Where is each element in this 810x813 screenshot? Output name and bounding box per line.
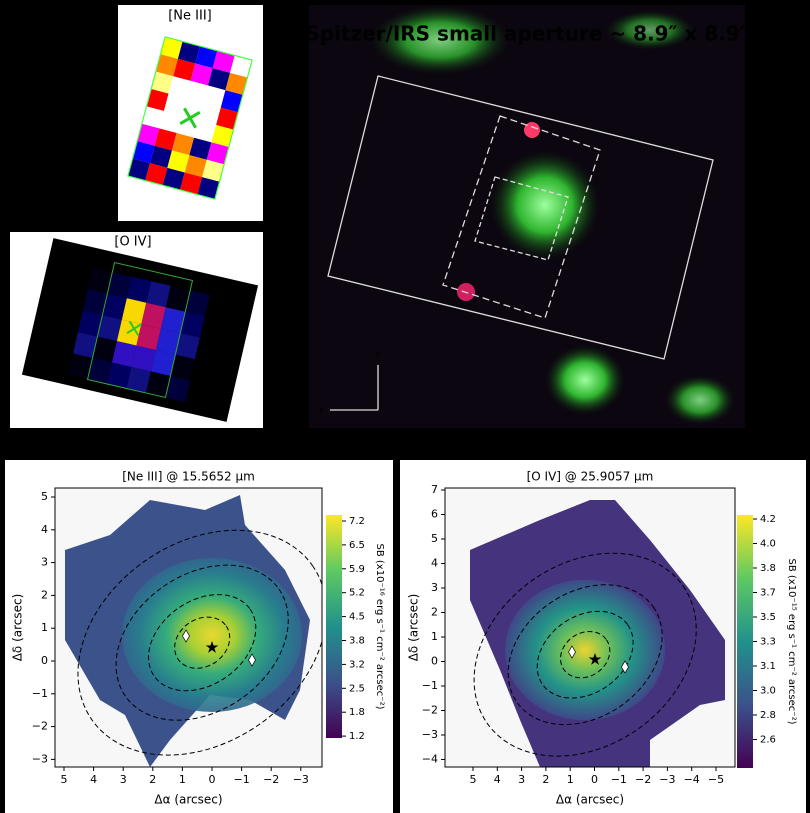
y-tick-label: −1 [32, 687, 48, 700]
colorbar-tick-label: 3.5 [760, 612, 776, 623]
figure: [Ne III] [O IV] N E Spitzer/IRS small ap… [0, 0, 810, 813]
x-tick-label: 5 [61, 773, 68, 786]
y-axis-label: Δδ (arcsec) [11, 594, 25, 662]
y-tick-label: 0 [431, 655, 438, 668]
map: ★ [435, 488, 736, 798]
panel: ★ [O IV] @ 25.9057 µm 5 4 3 2 1 0 −1 −2 −3 −4 −5 7 6 5 4… [407, 470, 798, 807]
colorbar-tick-label: 2.6 [760, 735, 776, 746]
x-axis-label: Δα (arcsec) [154, 793, 222, 807]
y-tick-label: 1 [431, 630, 438, 643]
x-tick-label: 0 [209, 773, 216, 786]
colorbar-tick-label: 4.5 [349, 612, 365, 623]
x-tick-label: 4 [90, 773, 97, 786]
colorbar-tick-label: 4.2 [760, 514, 776, 525]
colorbar-tick-label: 1.8 [349, 707, 365, 718]
x-tick-label: 2 [149, 773, 156, 786]
star-marker: ★ [206, 640, 219, 656]
o4-label: [O IV] [114, 235, 151, 250]
spitzer-title: Spitzer/IRS small aperture ~ 8.9″ x 8.9″ [305, 22, 748, 46]
spitzer-image: N E Spitzer/IRS small aperture ~ 8.9″ x … [305, 5, 748, 428]
x-tick-label: 1 [567, 773, 574, 786]
colorbar-tick-label: 7.2 [349, 516, 365, 527]
star-marker: ★ [589, 652, 602, 668]
y-tick-label: 5 [41, 490, 48, 503]
colorbar [326, 515, 342, 738]
x-tick-label: −2 [263, 773, 279, 786]
colorbar-label: SB (x10⁻¹⁶ erg s⁻¹ cm⁻² arcsec⁻²) [374, 544, 385, 710]
x-tick-label: −1 [611, 773, 627, 786]
x-tick-label: −5 [708, 773, 724, 786]
map: ★ [35, 484, 370, 802]
colorbar-label: SB (x10⁻¹⁵ erg s⁻¹ cm⁻² arcsec⁻²) [786, 559, 797, 725]
y-tick-label: 7 [431, 483, 438, 496]
y-tick-label: 3 [41, 556, 48, 569]
colorbar-tick-label: 3.3 [760, 637, 776, 648]
colorbar-tick-label: 4.0 [760, 539, 776, 550]
y-axis-label: Δδ (arcsec) [407, 594, 421, 662]
x-tick-label: 3 [518, 773, 525, 786]
colorbar-tick-label: 6.5 [349, 540, 365, 551]
colorbar-tick-label: 3.8 [349, 636, 365, 647]
x-tick-label: 5 [470, 773, 477, 786]
colorbar-tick-label: 3.1 [760, 661, 776, 672]
y-tick-label: 3 [431, 581, 438, 594]
y-tick-label: −2 [32, 720, 48, 733]
y-tick-label: −2 [422, 704, 438, 717]
x-axis-label: Δα (arcsec) [556, 793, 624, 807]
x-tick-label: 2 [542, 773, 549, 786]
y-tick-label: 2 [41, 588, 48, 601]
y-tick-label: −1 [422, 679, 438, 692]
y-tick-label: 1 [41, 621, 48, 634]
colorbar-tick-label: 2.5 [349, 683, 365, 694]
ne3-label: [Ne III] [168, 9, 212, 24]
east-label: E [320, 407, 324, 415]
x-tick-label: −3 [293, 773, 309, 786]
colorbar-tick-label: 5.9 [349, 564, 365, 575]
y-tick-label: −3 [32, 752, 48, 765]
x-tick-label: 4 [494, 773, 501, 786]
x-tick-label: −3 [659, 773, 675, 786]
colorbar-tick-label: 1.2 [349, 731, 365, 742]
x-tick-label: −2 [635, 773, 651, 786]
y-tick-label: 0 [41, 654, 48, 667]
panel-title: [O IV] @ 25.9057 µm [527, 470, 654, 484]
colorbar-tick-label: 3.7 [760, 588, 776, 599]
x-tick-label: 0 [591, 773, 598, 786]
x-tick-label: −1 [233, 773, 249, 786]
y-tick-label: 4 [431, 557, 438, 570]
colorbar-tick-label: 3.0 [760, 686, 776, 697]
y-tick-label: 5 [431, 532, 438, 545]
colorbar-tick-label: 2.8 [760, 710, 776, 721]
emission [505, 580, 665, 721]
north-label: N [375, 351, 380, 359]
y-tick-label: −4 [422, 753, 438, 766]
panel-title: [Ne III] @ 15.5652 µm [122, 470, 255, 484]
colorbar-tick-label: 3.8 [760, 563, 776, 574]
emission [122, 558, 302, 712]
y-tick-label: −3 [422, 728, 438, 741]
y-tick-label: 6 [431, 508, 438, 521]
x-tick-label: 3 [120, 773, 127, 786]
colorbar [737, 515, 753, 768]
y-tick-label: 4 [41, 523, 48, 536]
colorbar-tick-label: 5.2 [349, 588, 365, 599]
colorbar-tick-label: 3.2 [349, 659, 365, 670]
x-tick-label: −4 [684, 773, 700, 786]
y-tick-label: 2 [431, 606, 438, 619]
x-tick-label: 1 [179, 773, 186, 786]
